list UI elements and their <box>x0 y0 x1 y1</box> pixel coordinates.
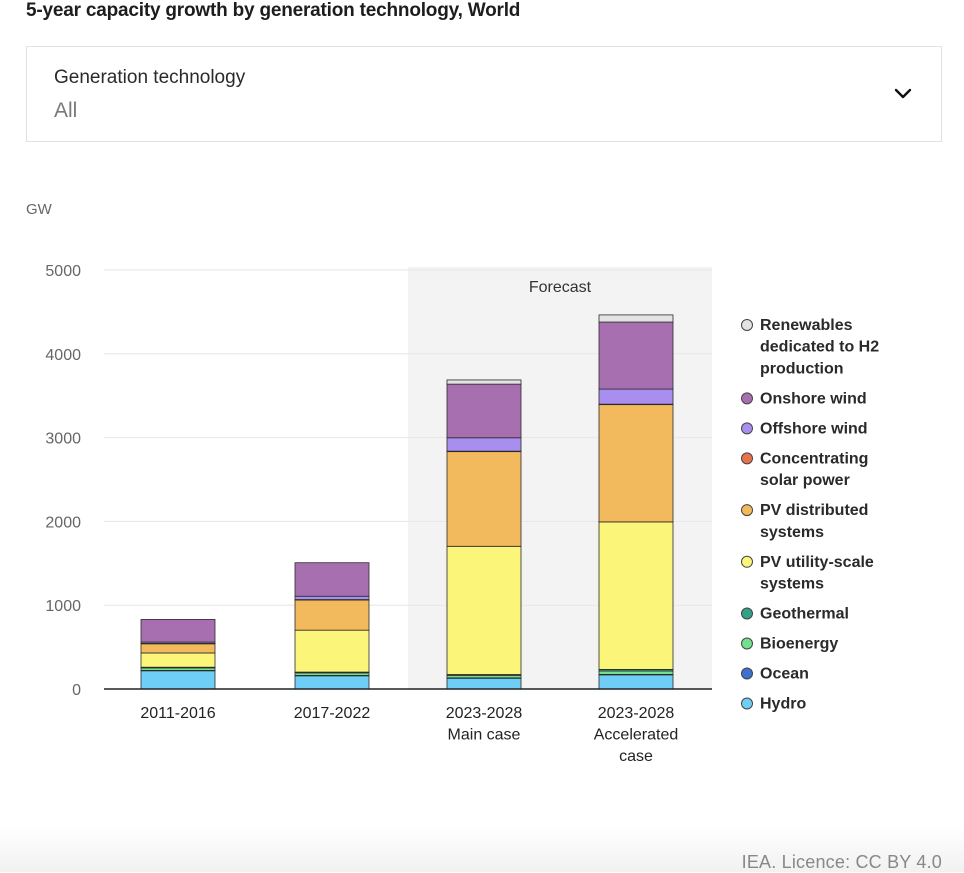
legend-marker <box>741 607 753 620</box>
bar-segment <box>140 619 216 643</box>
legend-label-line: production <box>760 360 844 377</box>
legend-label: Offshore wind <box>760 420 868 437</box>
legend-label: Ocean <box>760 666 809 683</box>
y-tick-label: 2000 <box>45 514 81 531</box>
legend-label-line: Offshore wind <box>760 420 868 437</box>
y-unit-label: GW <box>26 201 53 218</box>
bar-segment <box>446 677 522 690</box>
legend-marker <box>741 555 753 568</box>
chart-title: 5-year capacity growth by generation tec… <box>26 0 521 21</box>
legend-label: Bioenergy <box>760 636 838 653</box>
stacked-bar-chart: Forecast GW 0 1000 2000 3000 4000 5000 2011-2016… <box>26 201 879 765</box>
y-tick-label: 3000 <box>45 431 81 448</box>
x-tick-label-line: 2023-2028 <box>446 705 523 722</box>
bar-segment <box>294 599 370 631</box>
legend-label-line: Onshore wind <box>760 390 867 407</box>
x-tick-label-line: Accelerated <box>594 727 679 744</box>
legend-label: PV distributed systems <box>760 502 868 541</box>
bar-segment <box>294 629 370 673</box>
x-tick-label: 2023-2028 Main case <box>446 705 523 744</box>
legend-label-line: Renewables <box>760 317 853 334</box>
y-tick-label: 1000 <box>45 598 81 615</box>
bar-segment <box>446 437 522 452</box>
legend-label: PV utility-scale systems <box>760 554 874 593</box>
y-tick-label: 5000 <box>45 263 81 280</box>
generation-technology-dropdown[interactable]: Generation technology All <box>26 46 942 142</box>
legend-label-line: solar power <box>760 472 850 489</box>
bar-segment <box>140 643 216 654</box>
forecast-label: Forecast <box>529 279 592 296</box>
credit-text: IEA. Licence: CC BY 4.0 <box>741 852 942 872</box>
bar-segment <box>446 379 522 385</box>
x-tick-label-line: 2017-2022 <box>294 705 371 722</box>
y-tick-label: 4000 <box>45 347 81 364</box>
x-tick-label-line: 2023-2028 <box>598 705 675 722</box>
bar-segment <box>598 670 674 675</box>
legend-label-line: PV distributed <box>760 502 868 519</box>
x-tick-label: 2017-2022 <box>294 705 371 722</box>
bar-segment <box>598 314 674 323</box>
bar-segment <box>140 652 216 668</box>
x-tick-label-line: Main case <box>448 727 521 744</box>
legend-marker <box>741 422 753 435</box>
legend-marker <box>741 637 753 650</box>
legend-marker <box>741 667 753 680</box>
legend-label: Onshore wind <box>760 390 867 407</box>
bar-segment <box>598 404 674 523</box>
bar-segment <box>140 670 216 690</box>
bar-segment <box>446 545 522 675</box>
x-tick-label: 2011-2016 <box>140 705 215 722</box>
y-tick-label: 0 <box>72 682 81 699</box>
legend-marker <box>741 319 753 331</box>
legend-label-line: Concentrating <box>760 450 868 467</box>
bar-segment <box>598 321 674 390</box>
bar-segment <box>446 383 522 439</box>
footer-shade <box>0 826 964 872</box>
dropdown-label: Generation technology <box>54 67 246 88</box>
bar-segment <box>294 562 370 597</box>
bar-segment <box>294 675 370 690</box>
bar-segment <box>294 595 370 600</box>
bar-segment <box>598 521 674 670</box>
legend-label-line: Ocean <box>760 666 809 683</box>
legend-marker <box>741 697 753 710</box>
legend-marker <box>741 452 753 465</box>
bar-segment <box>598 674 674 690</box>
x-tick-label: 2023-2028 Accelerated case <box>594 705 679 765</box>
x-tick-label-line: 2011-2016 <box>140 705 215 722</box>
legend-label-line: PV utility-scale <box>760 554 874 571</box>
legend-label-line: Hydro <box>760 696 806 713</box>
legend-label: Hydro <box>760 696 806 713</box>
legend-label: Renewables dedicated to H2 production <box>760 317 879 377</box>
legend-label-line: systems <box>760 524 824 541</box>
bar-segment <box>598 388 674 405</box>
chevron-down-icon <box>894 88 912 99</box>
legend-label-line: Geothermal <box>760 606 849 623</box>
legend-label: Geothermal <box>760 606 849 623</box>
legend-marker <box>741 504 753 517</box>
x-tick-label-line: case <box>619 748 653 765</box>
legend-label-line: Bioenergy <box>760 636 838 653</box>
legend-marker <box>741 392 753 405</box>
legend-label: Concentrating solar power <box>760 450 868 489</box>
dropdown-selected-value: All <box>54 99 78 122</box>
bar-segment <box>446 451 522 547</box>
legend-label-line: systems <box>760 576 824 593</box>
legend-label-line: dedicated to H2 <box>760 339 879 356</box>
